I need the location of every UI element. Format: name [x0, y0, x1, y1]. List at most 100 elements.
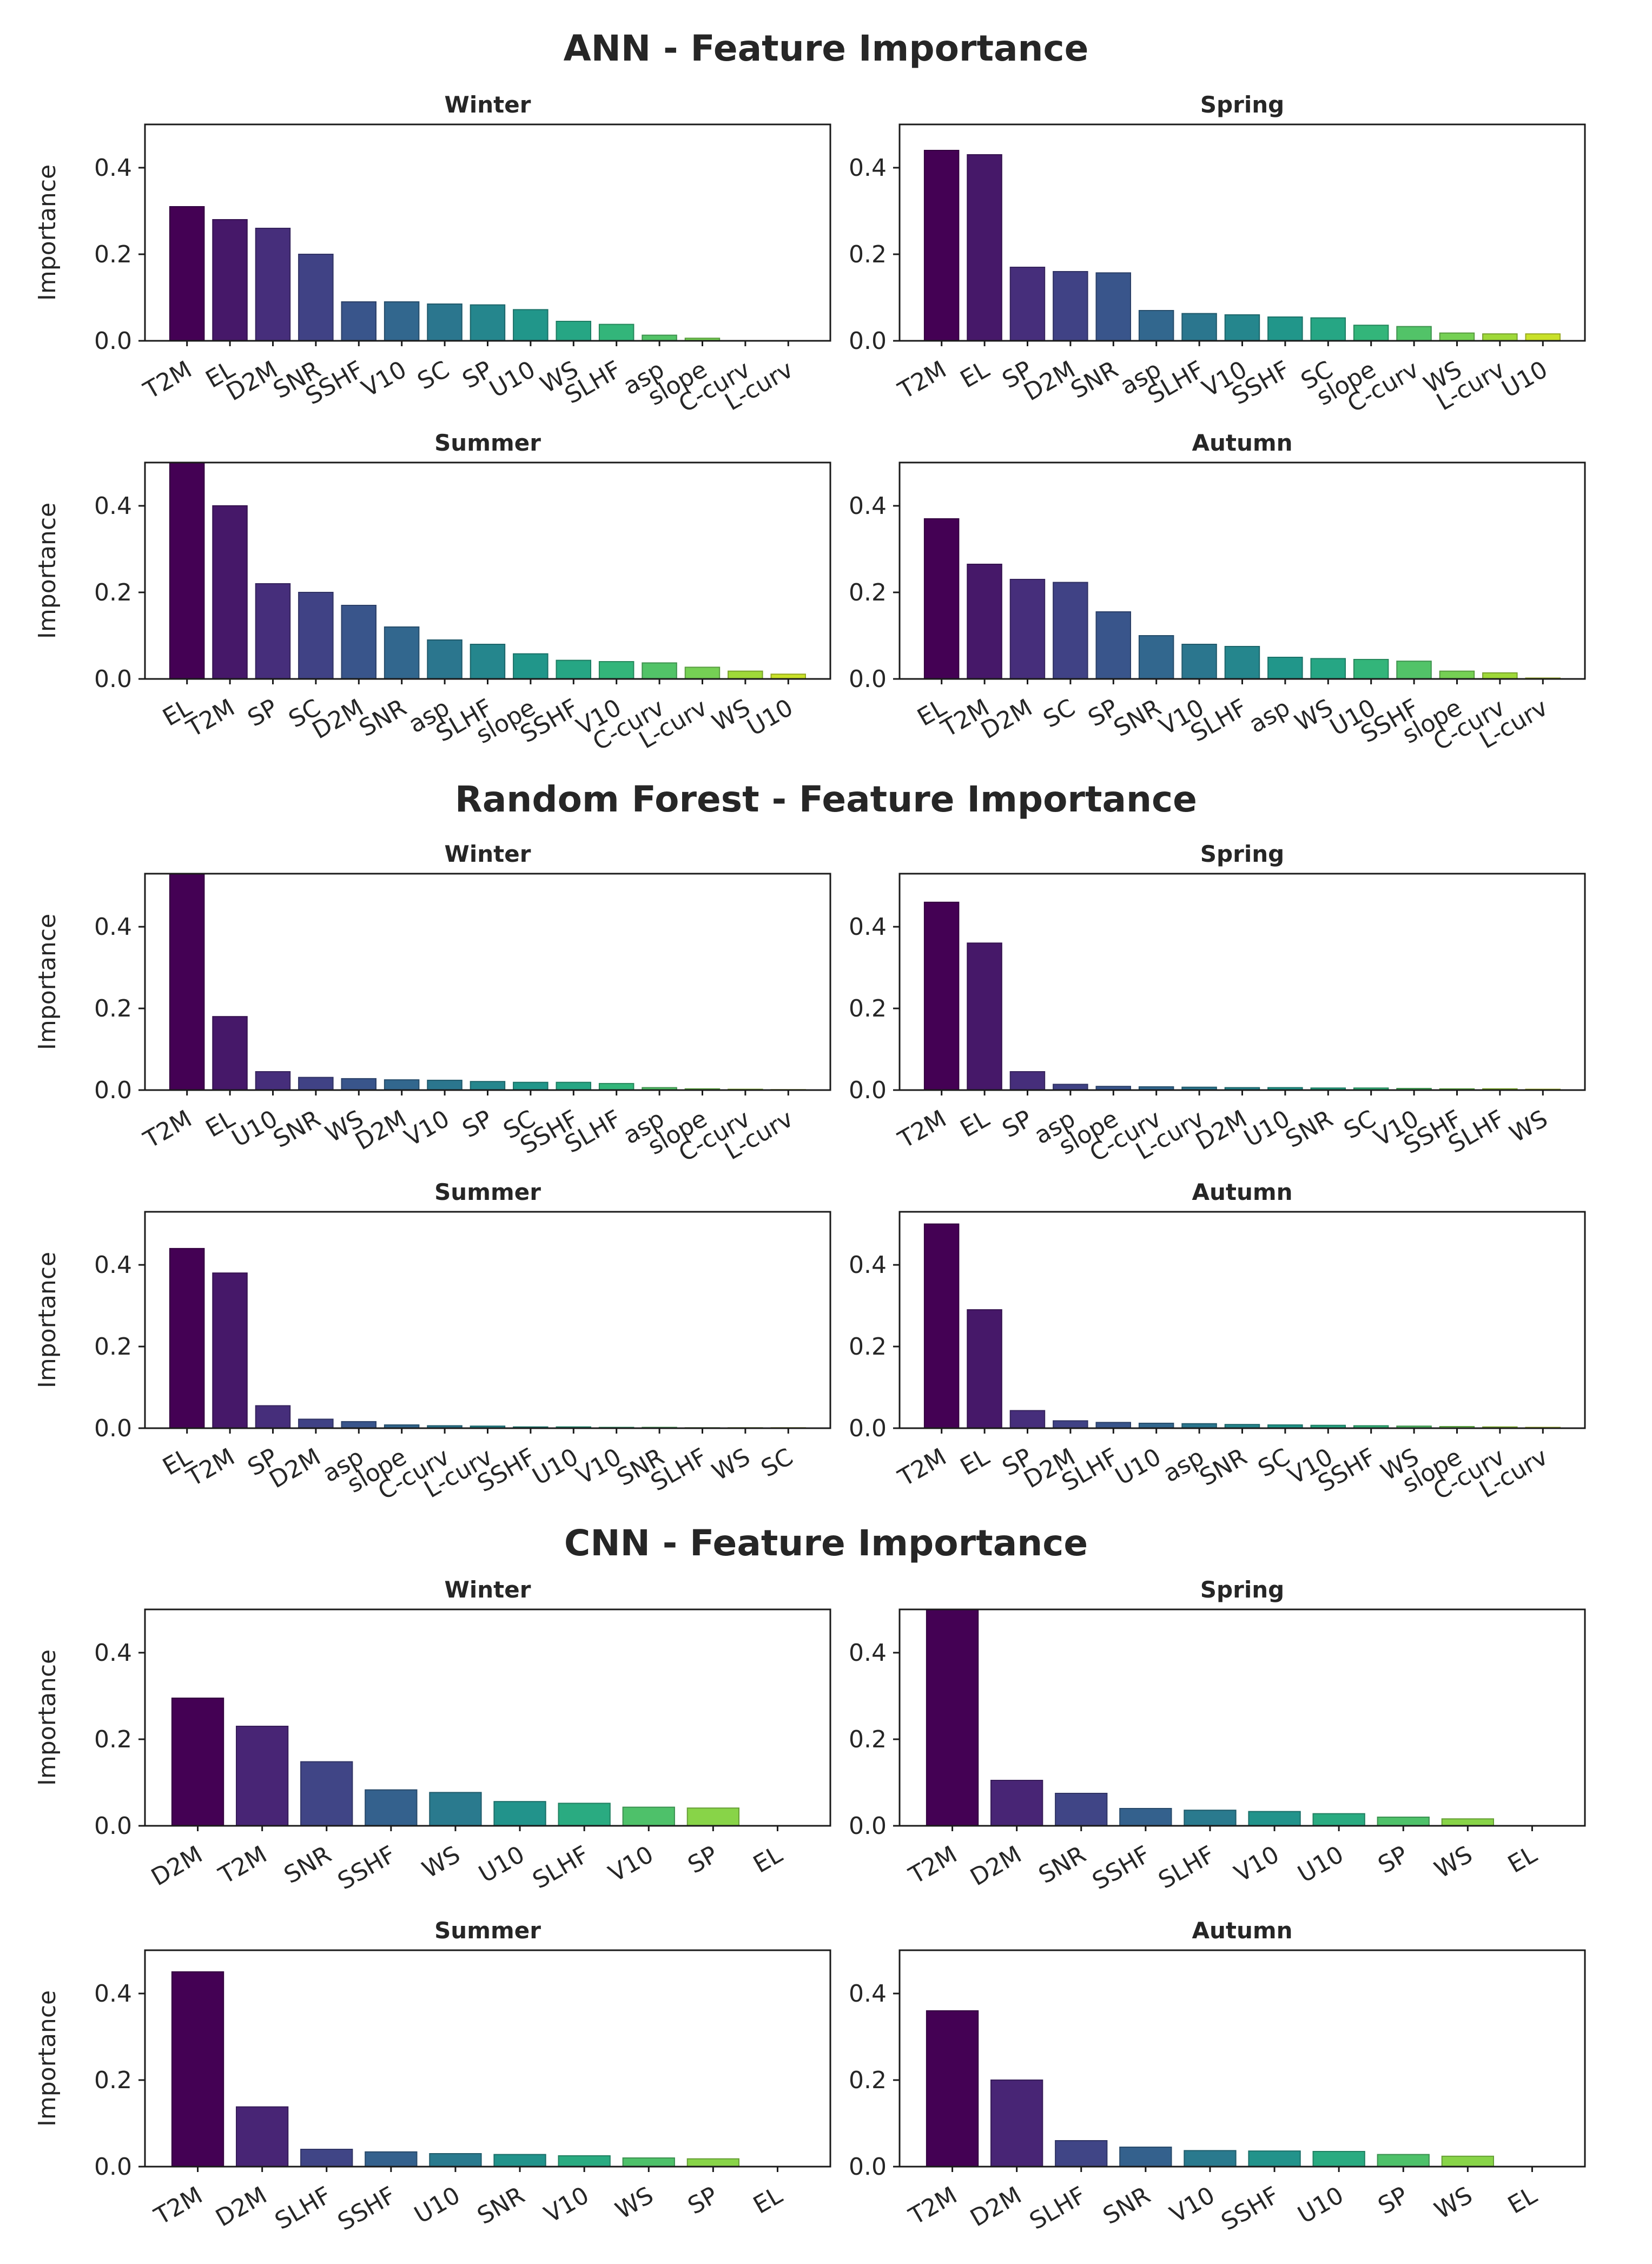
x-tick-label: U10: [743, 694, 798, 741]
chart-group-title: Random Forest - Feature Importance: [455, 778, 1197, 820]
x-tick-label: SNR: [1281, 1105, 1338, 1153]
bar-t2m: [926, 2010, 979, 2167]
x-tick-label: asp: [1244, 694, 1294, 738]
bar-snr: [1055, 1793, 1108, 1826]
x-tick-label: T2M: [214, 1840, 272, 1890]
x-tick-label: EL: [749, 1840, 787, 1879]
bar-slhf: [1181, 313, 1217, 341]
bar-sshf: [556, 659, 591, 679]
bar-t2m: [169, 873, 205, 1091]
x-tick-label: U10: [410, 2181, 465, 2229]
bar-ws: [1441, 1818, 1494, 1826]
y-tick-label: 0.0: [94, 327, 132, 355]
bar-asp: [1138, 310, 1174, 341]
x-tick-label: T2M: [904, 1840, 962, 1890]
x-tick-label: D2M: [147, 1840, 207, 1891]
bar-v10: [1248, 1811, 1301, 1827]
y-tick-label: 0.2: [94, 2067, 132, 2094]
subplot-title: Autumn: [1192, 1917, 1292, 1944]
x-tick-label: U10: [474, 1840, 530, 1888]
bar-u10: [1353, 659, 1389, 679]
y-tick-label: 0.4: [849, 1980, 887, 2008]
axes-frame: [898, 123, 1586, 342]
x-tick-label: SP: [1373, 2181, 1413, 2220]
bar-snr: [298, 1077, 334, 1091]
y-tick-label: 0.2: [849, 579, 887, 606]
bar-slhf: [470, 644, 506, 679]
axes-frame: [144, 1949, 831, 2168]
bar-t2m: [212, 1272, 248, 1429]
bar-snr: [298, 254, 334, 341]
x-tick-label: V10: [1230, 1840, 1284, 1887]
x-tick-label: WS: [1430, 1840, 1477, 1884]
x-tick-label: SNR: [269, 1105, 326, 1153]
bar-t2m: [236, 1726, 289, 1826]
bar-u10: [429, 2153, 482, 2167]
bar-ws: [429, 1792, 482, 1826]
bar-u10: [1312, 1813, 1365, 1827]
bar-sp: [470, 1081, 506, 1091]
chart-block-2: Random Forest - Feature Importance Winter…: [34, 778, 1586, 1506]
x-tick-label: SNR: [473, 2181, 530, 2230]
bar-c-curv: [1396, 326, 1432, 341]
x-tick-label: U10: [485, 355, 540, 403]
bar-u10: [1525, 333, 1561, 342]
bar-c-curv: [1482, 672, 1518, 680]
bar-slhf: [1095, 1422, 1131, 1429]
y-tick-label: 0.4: [94, 1639, 132, 1667]
x-tick-label: EL: [956, 1105, 994, 1143]
x-tick-label: SP: [243, 694, 282, 732]
x-tick-label: SP: [683, 1840, 723, 1879]
x-tick-label: T2M: [182, 1443, 240, 1492]
y-tick-label: 0.2: [94, 241, 132, 268]
y-tick-label: 0.2: [849, 2067, 887, 2094]
bar-sshf: [1248, 2150, 1301, 2167]
bar-snr: [300, 1761, 353, 1827]
x-tick-label: D2M: [211, 2181, 272, 2232]
y-tick-label: 0.2: [94, 579, 132, 606]
x-tick-label: EL: [749, 2181, 787, 2220]
bar-slhf: [598, 1083, 635, 1091]
y-tick-label: 0.0: [94, 1077, 132, 1104]
bar-ws: [1310, 658, 1346, 680]
bar-l-curv: [1482, 333, 1518, 342]
bar-el: [212, 1016, 248, 1091]
y-tick-label: 0.4: [94, 913, 132, 941]
y-axis-label: Importance: [34, 503, 61, 639]
bar-d2m: [255, 228, 291, 341]
x-tick-label: SNR: [1066, 355, 1123, 404]
y-axis-label: Importance: [34, 1649, 61, 1786]
bar-v10: [427, 1079, 462, 1091]
x-tick-label: SSHF: [1088, 1840, 1155, 1895]
subplot-title: Autumn: [1192, 430, 1292, 456]
x-tick-label: SNR: [1099, 2181, 1155, 2230]
bar-u10: [255, 1071, 291, 1091]
y-axis-label: Importance: [34, 1990, 61, 2127]
bar-sshf: [1396, 661, 1432, 679]
bar-t2m: [171, 1971, 224, 2167]
axes-frame: [898, 1949, 1586, 2168]
bar-d2m: [341, 605, 376, 679]
bar-snr: [1119, 2147, 1172, 2167]
bar-v10: [1224, 314, 1260, 341]
bar-slope: [513, 653, 549, 679]
axes-frame: [144, 123, 831, 342]
bar-ws: [556, 321, 591, 341]
x-tick-label: SP: [683, 2181, 723, 2220]
bar-slhf: [300, 2149, 353, 2167]
bar-t2m: [923, 150, 960, 341]
bar-asp: [341, 1421, 376, 1429]
bar-el: [169, 462, 205, 679]
axes-frame: [144, 1608, 831, 1827]
x-tick-label: SC: [1039, 694, 1080, 733]
bar-l-curv: [684, 666, 721, 680]
bar-v10: [598, 661, 635, 679]
axes-frame: [898, 461, 1586, 680]
